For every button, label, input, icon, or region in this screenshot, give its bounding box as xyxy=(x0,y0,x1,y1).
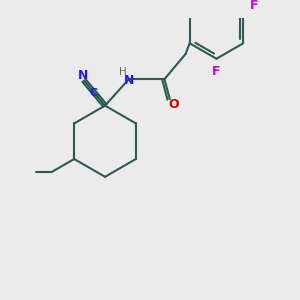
Text: N: N xyxy=(124,74,134,87)
Text: N: N xyxy=(78,69,88,82)
Text: H: H xyxy=(119,67,127,77)
Text: F: F xyxy=(250,0,259,12)
Text: F: F xyxy=(212,65,221,78)
Text: O: O xyxy=(168,98,179,111)
Text: C: C xyxy=(89,88,97,98)
